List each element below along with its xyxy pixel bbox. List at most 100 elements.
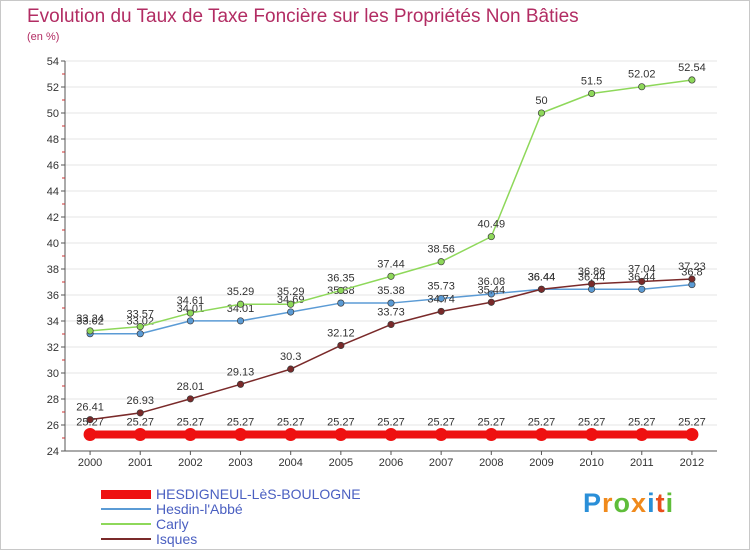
data-label: 38.56 (427, 244, 455, 256)
data-point (437, 294, 445, 303)
data-label: 36.8 (681, 267, 702, 279)
data-point (585, 427, 599, 441)
data-point (236, 380, 245, 388)
data-point (387, 320, 395, 329)
data-point (688, 76, 696, 84)
data-point (287, 365, 295, 373)
data-label: 37.44 (377, 258, 405, 270)
data-point (384, 427, 398, 441)
data-label: 33.24 (76, 313, 104, 325)
data-point (638, 277, 646, 286)
chart-subtitle: (en %) (27, 31, 60, 43)
data-label: 25.27 (277, 416, 305, 428)
data-point (638, 285, 646, 293)
logo-letter: x (631, 488, 648, 518)
chart-title: Evolution du Taux de Taxe Foncière sur l… (27, 6, 579, 27)
legend-swatch (101, 508, 151, 510)
data-label: 36.44 (628, 271, 656, 283)
legend-item-isques: Isques (101, 531, 198, 547)
legend-item-hesdin: Hesdin-l'Abbé (101, 501, 243, 517)
data-point (183, 427, 197, 441)
data-point (588, 280, 596, 288)
data-point (83, 427, 97, 441)
data-point (487, 290, 495, 298)
logo-letter: P (583, 488, 603, 518)
data-label: 34.74 (427, 293, 455, 305)
data-label: 35.29 (277, 286, 305, 298)
legend-swatch (101, 523, 151, 525)
data-label: 25.27 (227, 416, 255, 428)
proxiti-logo: Proxiti (583, 488, 674, 519)
logo-letter: i (665, 488, 675, 518)
x-tick-label: 2005 (329, 457, 353, 469)
x-tick-label: 2012 (680, 457, 704, 469)
data-label: 35.38 (377, 285, 405, 297)
data-point (133, 427, 147, 441)
logo-letter: o (613, 488, 632, 518)
data-point (186, 309, 194, 317)
legend-swatch (101, 489, 151, 499)
data-label: 36.44 (528, 271, 556, 283)
x-tick-label: 2011 (630, 457, 654, 469)
logo-letter: t (655, 488, 666, 518)
data-label: 34.61 (177, 295, 205, 307)
data-point (136, 323, 144, 331)
legend-label: Hesdin-l'Abbé (156, 501, 243, 517)
data-point (186, 395, 194, 403)
x-tick-label: 2003 (228, 457, 252, 469)
data-point (434, 427, 448, 441)
data-label: 25.27 (177, 416, 205, 428)
plot-area (65, 61, 717, 451)
legend-item-carly: Carly (101, 516, 189, 532)
y-tick-label: 36 (47, 290, 59, 302)
logo-letter: i (647, 488, 656, 518)
data-point (136, 409, 144, 417)
data-label: 25.27 (478, 416, 506, 428)
data-label: 35.73 (427, 281, 455, 293)
y-tick-label: 24 (47, 446, 59, 458)
y-tick-label: 30 (47, 368, 59, 380)
data-label: 36.44 (528, 271, 556, 283)
y-tick-label: 28 (47, 394, 59, 406)
data-label: 25.27 (578, 416, 606, 428)
data-point (635, 427, 649, 441)
data-label: 25.27 (678, 416, 706, 428)
data-label: 36.08 (478, 276, 506, 288)
y-tick-label: 26 (47, 420, 59, 432)
y-tick-label: 52 (47, 82, 59, 94)
x-tick-label: 2008 (479, 457, 503, 469)
x-tick-label: 2004 (278, 457, 302, 469)
legend-label: Isques (156, 531, 198, 547)
data-point (186, 317, 194, 325)
data-label: 36.44 (578, 271, 606, 283)
y-tick-label: 42 (47, 212, 59, 224)
y-tick-label: 32 (47, 342, 59, 354)
data-point (234, 427, 248, 441)
legend-label: HESDIGNEUL-LèS-BOULOGNE (156, 486, 361, 502)
data-point (487, 298, 495, 306)
data-point (588, 89, 596, 98)
y-tick-label: 40 (47, 238, 59, 250)
x-tick-label: 2001 (128, 457, 152, 469)
data-point (86, 416, 94, 424)
data-point (337, 341, 345, 349)
data-point (287, 300, 295, 308)
data-label: 50 (535, 95, 547, 107)
x-tick-label: 2002 (178, 457, 202, 469)
data-label: 37.23 (678, 261, 706, 273)
data-label: 25.27 (327, 416, 355, 428)
data-point (334, 427, 348, 441)
x-tick-label: 2007 (429, 457, 453, 469)
data-label: 52.54 (678, 62, 706, 74)
y-tick-label: 46 (47, 160, 59, 172)
y-tick-label: 44 (47, 186, 59, 198)
data-point (236, 300, 245, 308)
data-point (287, 308, 295, 316)
data-label: 36.86 (578, 266, 606, 278)
y-tick-label: 50 (47, 108, 59, 120)
data-label: 26.93 (126, 395, 154, 407)
data-label: 52.02 (628, 69, 656, 81)
x-tick-label: 2010 (579, 457, 603, 469)
data-label: 35.29 (227, 286, 255, 298)
